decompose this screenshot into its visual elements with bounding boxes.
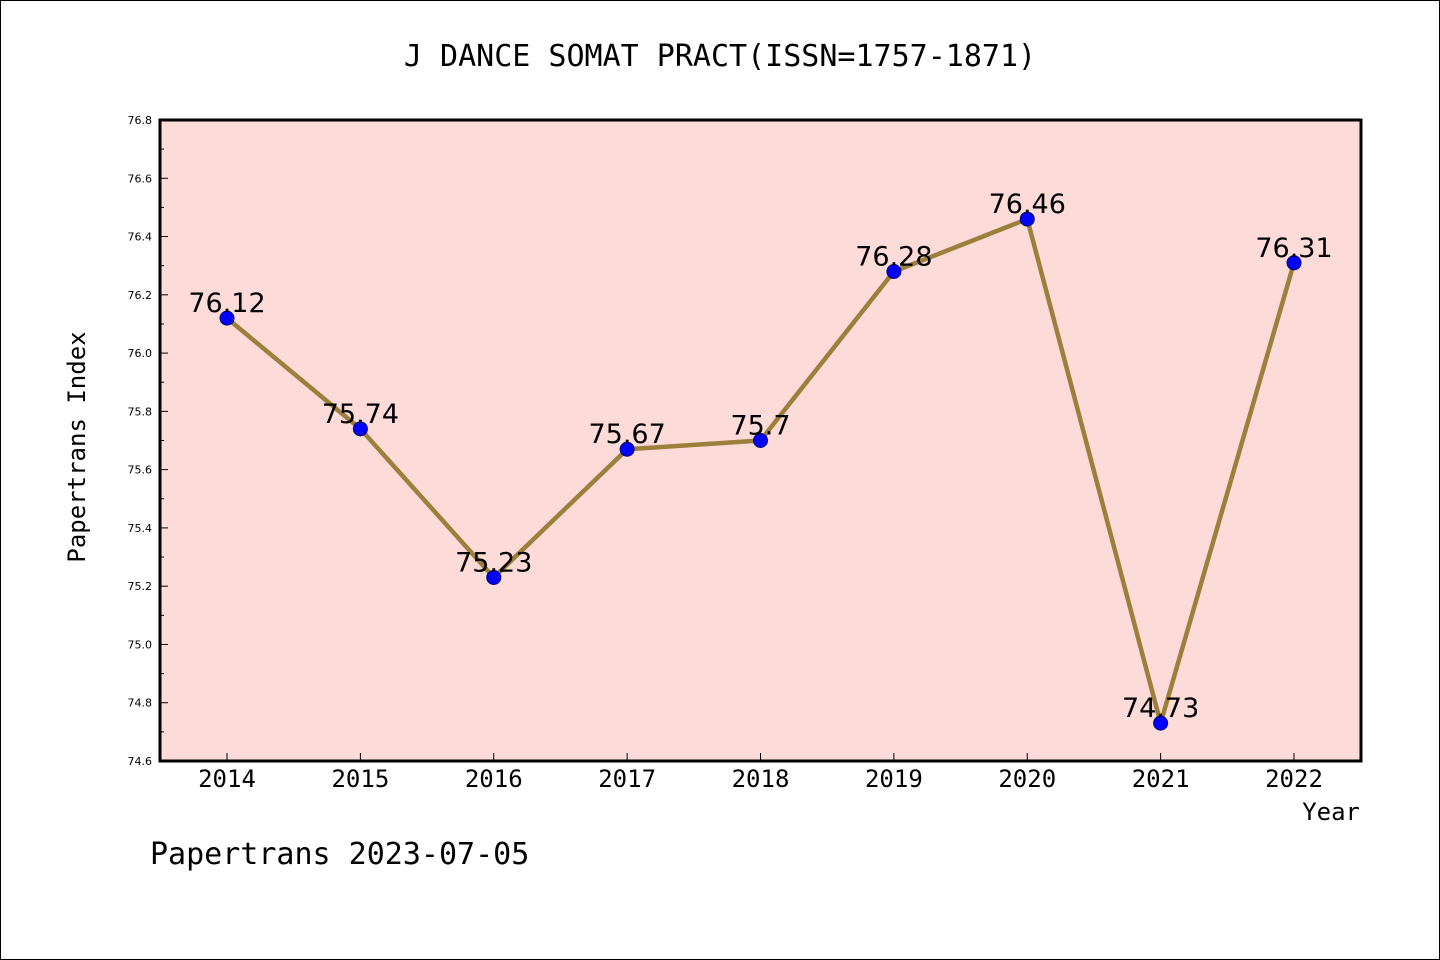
y-tick-label: 76.4 — [128, 231, 153, 244]
data-label: 76.31 — [1255, 233, 1332, 264]
y-axis: 74.6 74.8 75.0 75.2 75.4 75.6 75.8 76.0 76.2 76.4… — [128, 114, 168, 768]
data-point-marker — [486, 569, 502, 585]
x-tick-label: 2016 — [465, 765, 523, 793]
x-tick-label: 2015 — [331, 765, 389, 793]
x-axis-label: Year — [1302, 798, 1360, 826]
chart-title: J DANCE SOMAT PRACT(ISSN=1757-1871) — [404, 39, 1036, 74]
data-point-marker — [1019, 211, 1035, 227]
y-axis-label: Papertrans Index — [63, 331, 91, 562]
x-tick-label: 2017 — [598, 765, 656, 793]
data-point-marker — [219, 310, 235, 326]
y-tick-label: 76.0 — [128, 347, 153, 360]
data-label: 75.7 — [730, 411, 790, 442]
data-point-marker — [1286, 255, 1302, 271]
y-tick-label: 75.4 — [128, 522, 153, 535]
data-point-marker — [886, 264, 902, 280]
series-line-group — [219, 211, 1302, 731]
y-tick-label: 75.0 — [128, 638, 153, 651]
data-label: 75.67 — [588, 419, 665, 450]
x-axis: 2014 2015 2016 2017 2018 2019 2020 2021 2022 — [198, 753, 1323, 793]
data-label: 76.28 — [855, 242, 932, 273]
y-tick-label: 76.8 — [128, 114, 153, 127]
data-point-marker — [1153, 715, 1169, 731]
data-label: 76.46 — [989, 189, 1066, 220]
x-tick-label: 2021 — [1132, 765, 1190, 793]
data-point-marker — [753, 433, 768, 448]
x-tick-label: 2019 — [865, 765, 923, 793]
y-tick-label: 75.8 — [128, 405, 153, 418]
x-tick-label: 2014 — [198, 765, 256, 793]
y-tick-label: 76.2 — [128, 289, 153, 302]
x-tick-label: 2020 — [998, 765, 1056, 793]
data-label: 76.12 — [188, 288, 265, 319]
x-tick-label: 2018 — [732, 765, 790, 793]
y-tick-label: 75.2 — [128, 580, 153, 593]
y-tick-label: 75.6 — [128, 464, 153, 477]
data-point-marker — [619, 441, 635, 457]
data-label: 75.23 — [455, 547, 532, 578]
data-label: 75.74 — [322, 399, 399, 430]
data-point-marker — [352, 421, 368, 437]
y-tick-label: 74.6 — [128, 755, 153, 768]
data-labels: 76.12 75.74 75.23 75.67 75.7 76.28 76.46 74.73 7… — [188, 189, 1332, 724]
data-label: 74.73 — [1122, 693, 1199, 724]
footer-text: Papertrans 2023-07-05 — [150, 837, 529, 872]
y-tick-label: 76.6 — [128, 172, 153, 185]
x-tick-label: 2022 — [1265, 765, 1323, 793]
y-tick-label: 74.8 — [128, 697, 153, 710]
